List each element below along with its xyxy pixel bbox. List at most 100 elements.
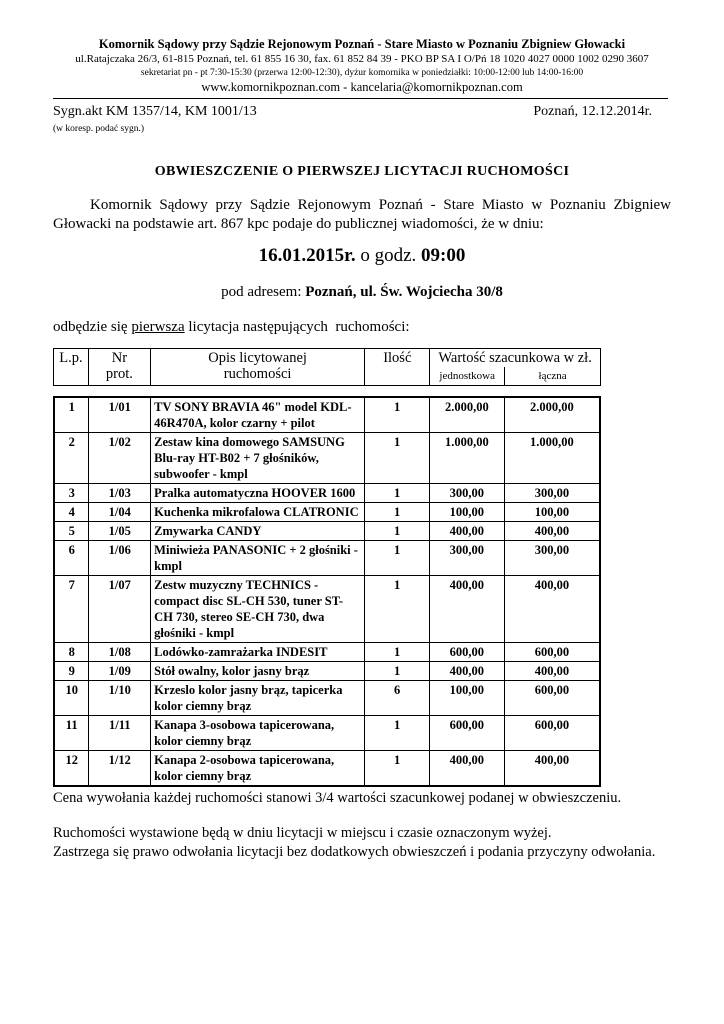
cell-lp: 6: [53, 540, 90, 576]
cell-ilosc: 1: [364, 432, 430, 484]
table-row: 2 1/02 Zestaw kina domowego SAMSUNG Blu-ra…: [53, 432, 601, 484]
cell-laczna: 300,00: [503, 483, 601, 503]
cell-nr: 1/06: [88, 540, 152, 576]
cell-ilosc: 6: [364, 680, 430, 716]
cell-ilosc: 1: [364, 661, 430, 681]
table-row: 10 1/10 Krzeslo kolor jasny brąz, tapicerk…: [53, 680, 601, 716]
address-prefix: pod adresem:: [221, 284, 306, 300]
cell-nr: 1/07: [88, 575, 152, 643]
table-row: 9 1/09 Stół owalny, kolor jasny brąz 1 400,0…: [53, 661, 601, 681]
lead-sentence: odbędzie się pierwsza licytacja następuj…: [53, 319, 410, 336]
table-row: 4 1/04 Kuchenka mikrofalowa CLATRONIC 1 100,…: [53, 502, 601, 522]
document-date: Poznań, 12.12.2014r.: [533, 104, 652, 119]
cell-laczna: 1.000,00: [503, 432, 601, 484]
cell-opis: TV SONY BRAVIA 46" model KDL-46R470A, ko…: [150, 396, 366, 433]
cell-opis: Pralka automatyczna HOOVER 1600: [150, 483, 366, 503]
cell-jednostkowa: 1.000,00: [428, 432, 505, 484]
cell-ilosc: 1: [364, 396, 430, 433]
cell-jednostkowa: 400,00: [428, 521, 505, 541]
cell-opis: Zestaw kina domowego SAMSUNG Blu-ray HT-…: [150, 432, 366, 484]
cell-laczna: 400,00: [503, 750, 601, 787]
cell-nr: 1/01: [88, 396, 152, 433]
cell-lp: 10: [53, 680, 90, 716]
cell-opis: Zmywarka CANDY: [150, 521, 366, 541]
table-row: 5 1/05 Zmywarka CANDY 1 400,00 400,00: [53, 521, 601, 541]
cell-laczna: 600,00: [503, 642, 601, 662]
case-reference: Sygn.akt KM 1357/14, KM 1001/13: [53, 104, 257, 119]
cell-ilosc: 1: [364, 483, 430, 503]
cell-opis: Krzeslo kolor jasny brąz, tapicerka kolo…: [150, 680, 366, 716]
letterhead-name: Komornik Sądowy przy Sądzie Rejonowym Po…: [98, 37, 626, 51]
closing-line-2: Zastrzega się prawo odwołania licytacji …: [53, 844, 656, 860]
cell-ilosc: 1: [364, 750, 430, 787]
cell-jednostkowa: 100,00: [428, 502, 505, 522]
cell-opis: Kuchenka mikrofalowa CLATRONIC: [150, 502, 366, 522]
time-prefix: o godz.: [355, 245, 422, 266]
cell-lp: 1: [53, 396, 90, 433]
cell-nr: 1/12: [88, 750, 152, 787]
starting-price-note: Cena wywołania każdej ruchomości stanowi…: [53, 790, 622, 806]
table-row: 6 1/06 Miniwieża PANASONIC + 2 głośniki - …: [53, 540, 601, 576]
cell-ilosc: 1: [364, 575, 430, 643]
letterhead-contact: www.komornikpoznan.com - kancelaria@komo…: [201, 80, 523, 94]
cell-laczna: 400,00: [503, 521, 601, 541]
header-divider: [53, 98, 668, 99]
auction-datetime: 16.01.2015r. o godz. 09:00: [0, 245, 724, 267]
lead-underlined: pierwsza: [131, 319, 185, 335]
cell-laczna: 400,00: [503, 661, 601, 681]
cell-jednostkowa: 300,00: [428, 483, 505, 503]
cell-nr: 1/11: [88, 715, 152, 751]
cell-nr: 1/04: [88, 502, 152, 522]
cell-nr: 1/03: [88, 483, 152, 503]
table-row: 8 1/08 Lodówko-zamrażarka INDESIT 1 600,00 60…: [53, 642, 601, 662]
cell-lp: 5: [53, 521, 90, 541]
cell-lp: 4: [53, 502, 90, 522]
cell-laczna: 600,00: [503, 680, 601, 716]
cell-ilosc: 1: [364, 502, 430, 522]
cell-opis: Lodówko-zamrażarka INDESIT: [150, 642, 366, 662]
cell-jednostkowa: 400,00: [428, 750, 505, 787]
cell-laczna: 600,00: [503, 715, 601, 751]
cell-ilosc: 1: [364, 521, 430, 541]
auction-address: pod adresem: Poznań, ul. Św. Wojciecha 3…: [0, 284, 724, 301]
letterhead-hours: sekretariat pn - pt 7:30-15:30 (przerwa …: [140, 68, 584, 78]
cell-jednostkowa: 600,00: [428, 715, 505, 751]
address-value: Poznań, ul. Św. Wojciecha 30/8: [305, 284, 503, 300]
auction-date: 16.01.2015r.: [258, 245, 356, 266]
header-lp: L.p.: [53, 348, 89, 386]
cell-ilosc: 1: [364, 642, 430, 662]
table-row: 1 1/01 TV SONY BRAVIA 46" model KDL-46R470…: [53, 396, 601, 433]
cell-opis: Miniwieża PANASONIC + 2 głośniki - kmpl: [150, 540, 366, 576]
cell-nr: 1/09: [88, 661, 152, 681]
cell-jednostkowa: 400,00: [428, 575, 505, 643]
header-laczna: łączna: [504, 367, 601, 386]
lead-b: licytacja następujących ruchomości:: [184, 319, 410, 335]
closing-notes: Ruchomości wystawione będą w dniu licyta…: [53, 824, 655, 862]
cell-opis: Kanapa 3-osobowa tapicerowana, kolor cie…: [150, 715, 366, 751]
cell-laczna: 100,00: [503, 502, 601, 522]
header-ilosc: Ilość: [364, 348, 431, 386]
table-row: 12 1/12 Kanapa 2-osobowa tapicerowana, kol…: [53, 750, 601, 787]
table-row: 11 1/11 Kanapa 3-osobowa tapicerowana, kol…: [53, 715, 601, 751]
cell-laczna: 300,00: [503, 540, 601, 576]
cell-opis: Kanapa 2-osobowa tapicerowana, kolor cie…: [150, 750, 366, 787]
table-row: 3 1/03 Pralka automatyczna HOOVER 1600 1 300…: [53, 483, 601, 503]
items-table: 1 1/01 TV SONY BRAVIA 46" model KDL-46R470…: [53, 396, 601, 787]
closing-line-1: Ruchomości wystawione będą w dniu licyta…: [53, 825, 552, 841]
header-jednostkowa: jednostkowa: [429, 367, 506, 386]
header-opis: Opis licytowanej ruchomości: [149, 348, 366, 386]
cell-lp: 2: [53, 432, 90, 484]
cell-lp: 7: [53, 575, 90, 643]
cell-jednostkowa: 600,00: [428, 642, 505, 662]
cell-opis: Stół owalny, kolor jasny brąz: [150, 661, 366, 681]
cell-ilosc: 1: [364, 540, 430, 576]
cell-laczna: 400,00: [503, 575, 601, 643]
letterhead-address: ul.Ratajczaka 26/3, 61-815 Poznań, tel. …: [75, 53, 649, 65]
cell-nr: 1/05: [88, 521, 152, 541]
table-row: 7 1/07 Zestw muzyczny TECHNICS - compact d…: [53, 575, 601, 643]
cell-nr: 1/02: [88, 432, 152, 484]
cell-jednostkowa: 100,00: [428, 680, 505, 716]
cell-jednostkowa: 2.000,00: [428, 396, 505, 433]
cell-lp: 3: [53, 483, 90, 503]
table-header: L.p. Nr prot. Opis licytowanej ruchomości …: [53, 348, 601, 386]
